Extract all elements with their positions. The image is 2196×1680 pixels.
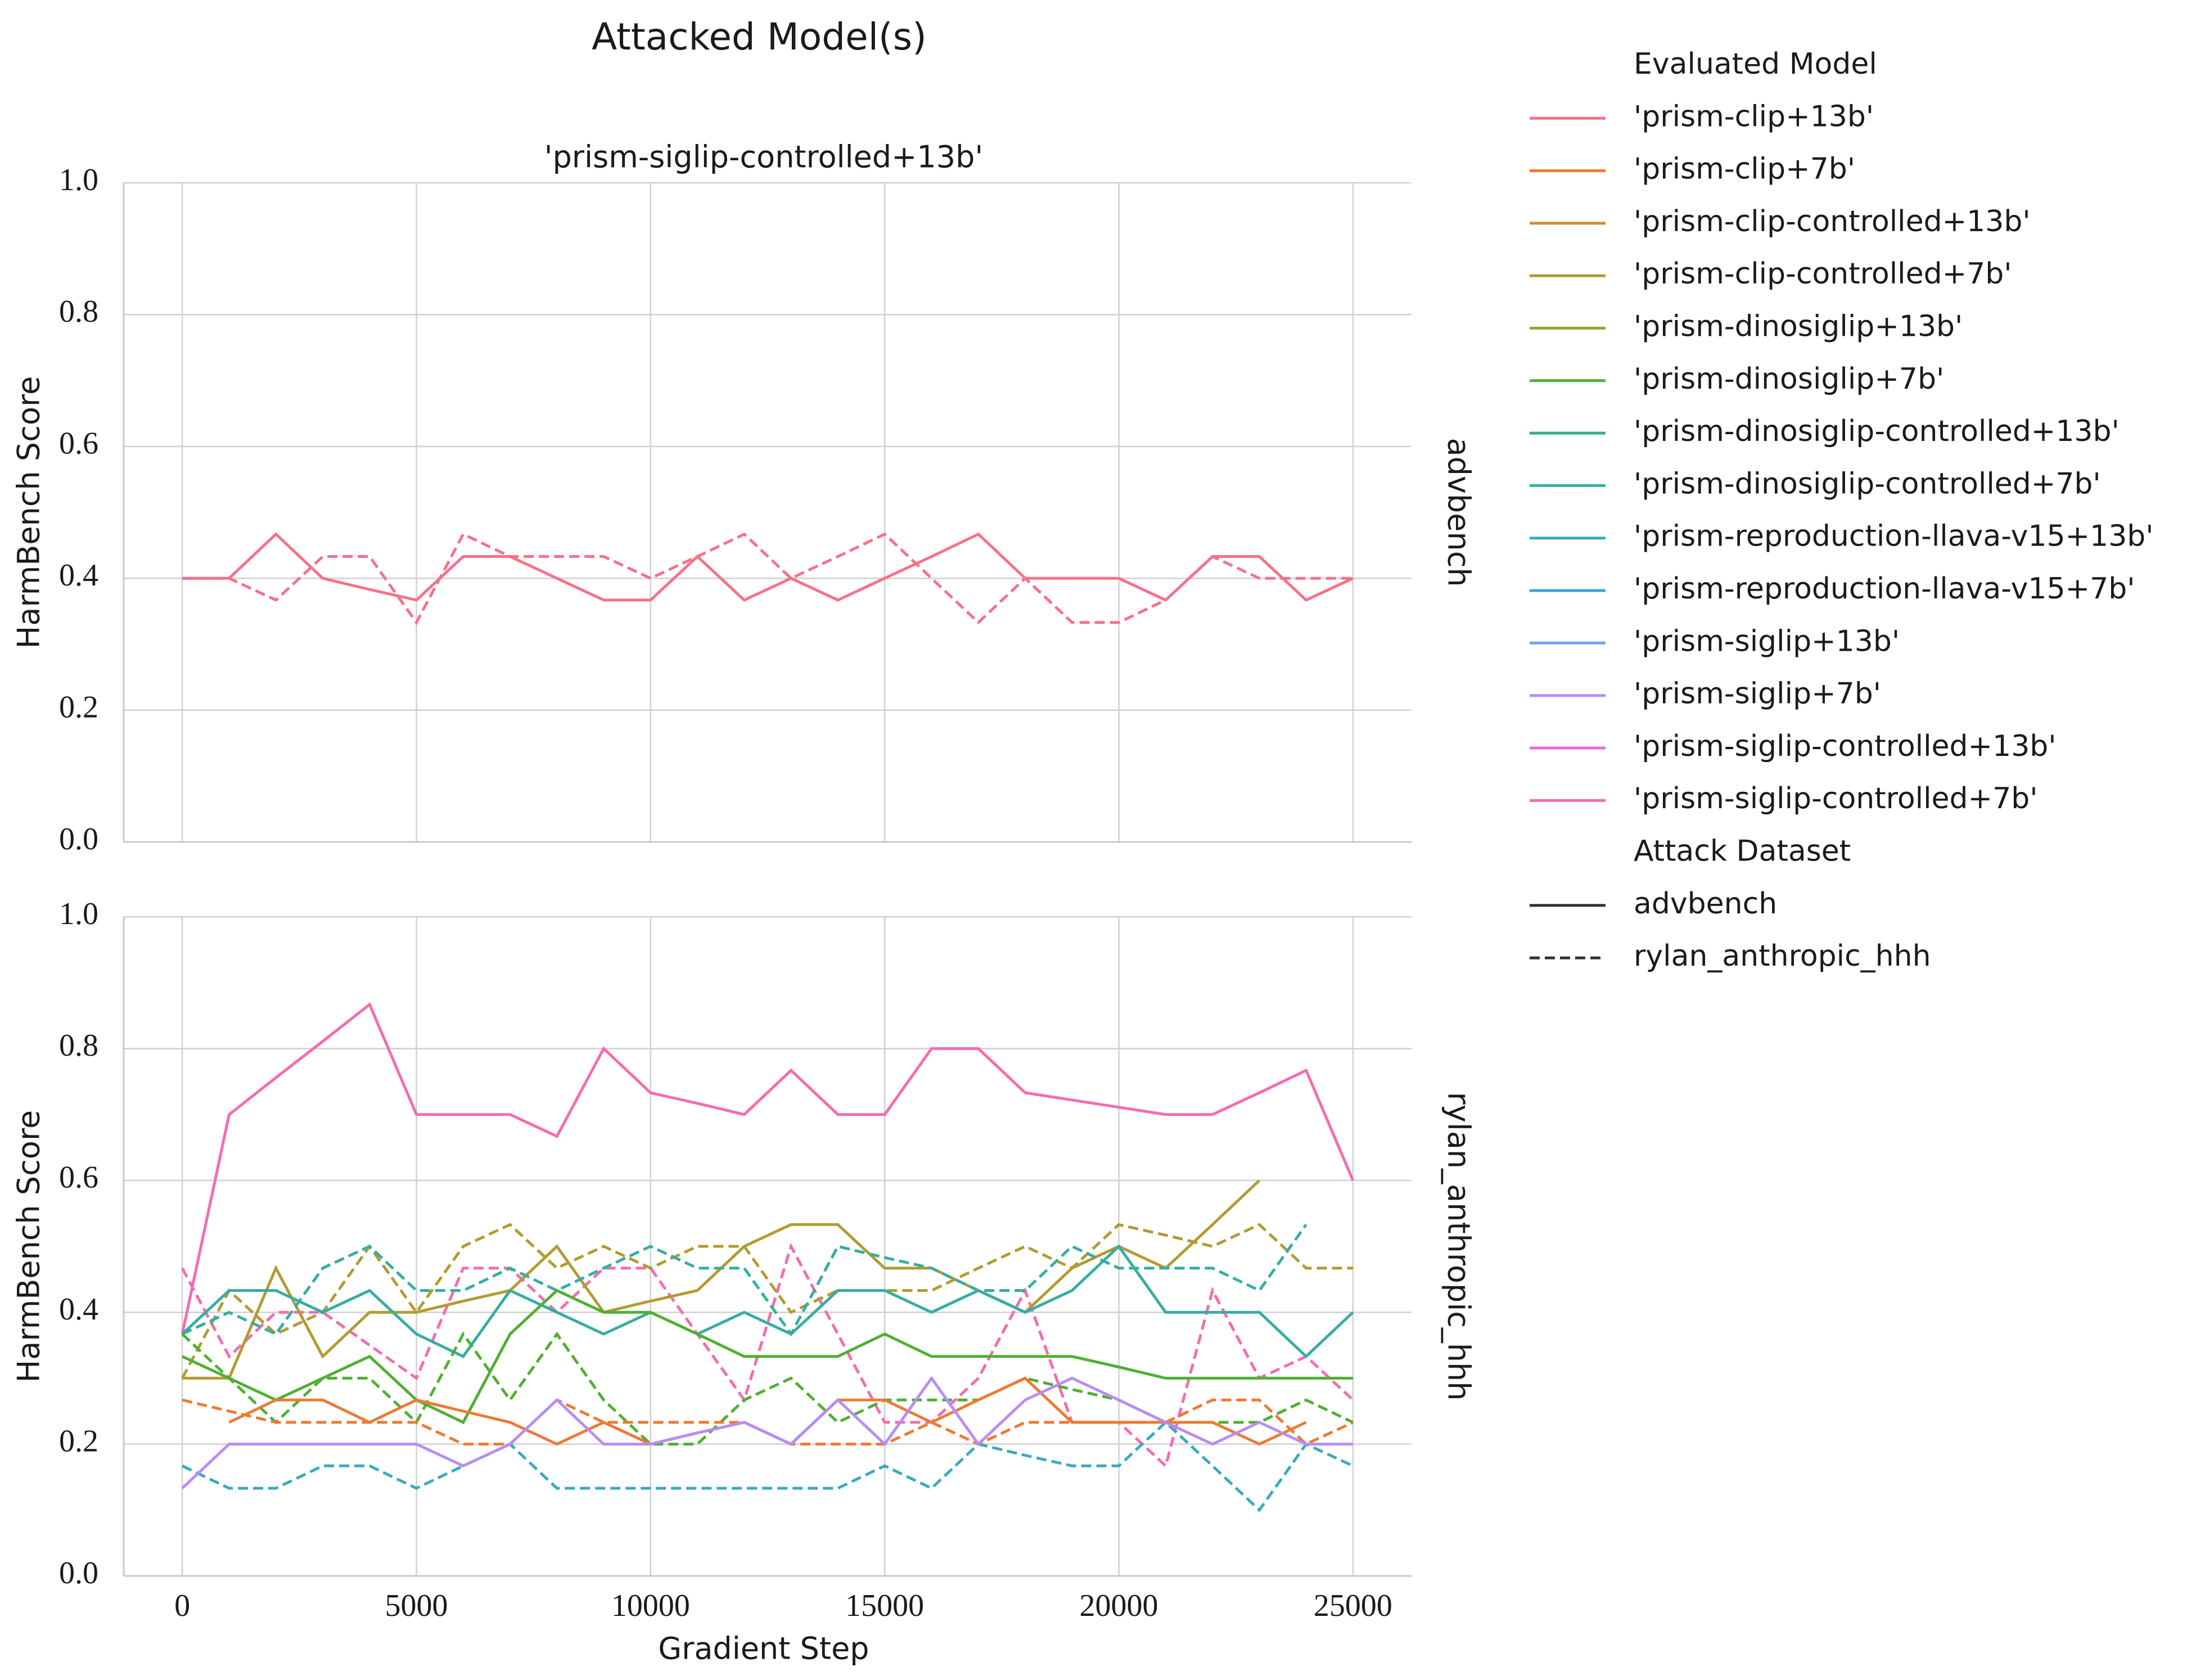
legend-title: Attack Dataset (1634, 835, 1851, 868)
y-axis-label: HarmBench Score (11, 376, 47, 648)
line (182, 1179, 1261, 1380)
y-tick-label: 0.0 (59, 822, 98, 857)
legend-label: rylan_anthropic_hhh (1634, 939, 1931, 973)
line (181, 1223, 1353, 1379)
chart-title: Attacked Model(s) (592, 15, 927, 58)
legend-label: 'prism-siglip+13b' (1634, 624, 1900, 658)
legend-label: advbench (1634, 887, 1777, 921)
line (181, 1002, 1355, 1335)
y-tick-label: 0.2 (59, 1424, 98, 1458)
line (182, 1289, 1353, 1425)
legend-label: 'prism-reproduction-llava-v15+13b' (1634, 520, 2154, 553)
line (182, 1398, 1354, 1446)
legend-label: 'prism-clip-controlled+13b' (1634, 205, 2031, 238)
y-tick-label: 0.8 (59, 1028, 98, 1063)
legend-label: 'prism-siglip-controlled+7b' (1634, 782, 2038, 816)
legend-label: 'prism-dinosiglip-controlled+13b' (1634, 415, 2120, 448)
line (181, 1244, 1354, 1359)
line (181, 1331, 1354, 1446)
y-axis-label: HarmBench Score (11, 1110, 47, 1382)
y-tick-label: 0.0 (59, 1556, 98, 1591)
legend-label: 'prism-dinosiglip-controlled+7b' (1634, 467, 2101, 501)
x-tick-label: 20000 (1080, 1588, 1158, 1623)
x-tick-label: 5000 (385, 1588, 448, 1623)
legend-label: 'prism-clip-controlled+7b' (1634, 257, 2012, 291)
legend-label: 'prism-clip+13b' (1634, 100, 1874, 133)
legend-label: 'prism-siglip-controlled+13b' (1634, 729, 2057, 763)
x-tick-label: 10000 (611, 1588, 690, 1623)
y-tick-label: 0.8 (59, 294, 98, 329)
x-tick-label: 25000 (1314, 1588, 1392, 1623)
y-tick-label: 0.4 (59, 1292, 98, 1327)
legend-title: Evaluated Model (1634, 47, 1877, 81)
y-tick-label: 0.6 (59, 1160, 98, 1195)
line (181, 1376, 1353, 1489)
x-tick-label: 15000 (845, 1588, 924, 1623)
y-tick-label: 0.2 (59, 690, 98, 724)
line (182, 532, 1353, 625)
legend-label: 'prism-clip+7b' (1634, 152, 1855, 186)
x-tick-label: 0 (174, 1588, 190, 1623)
line (182, 532, 1354, 602)
legend-label: 'prism-siglip+7b' (1634, 677, 1881, 711)
row-label: rylan_anthropic_hhh (1441, 1092, 1476, 1401)
column-title: 'prism-siglip-controlled+13b' (544, 139, 984, 175)
legend-label: 'prism-reproduction-llava-v15+7b' (1634, 572, 2135, 606)
line (182, 1223, 1307, 1337)
line (181, 1242, 1354, 1469)
legend-label: 'prism-dinosiglip+7b' (1634, 362, 1944, 396)
y-tick-label: 0.4 (59, 558, 98, 593)
y-tick-label: 1.0 (59, 163, 98, 197)
line (182, 1420, 1354, 1512)
y-tick-label: 1.0 (59, 897, 98, 931)
x-axis-label: Gradient Step (658, 1631, 869, 1667)
y-tick-label: 0.6 (59, 426, 98, 461)
row-label: advbench (1441, 438, 1476, 587)
legend-label: 'prism-dinosiglip+13b' (1634, 310, 1963, 344)
